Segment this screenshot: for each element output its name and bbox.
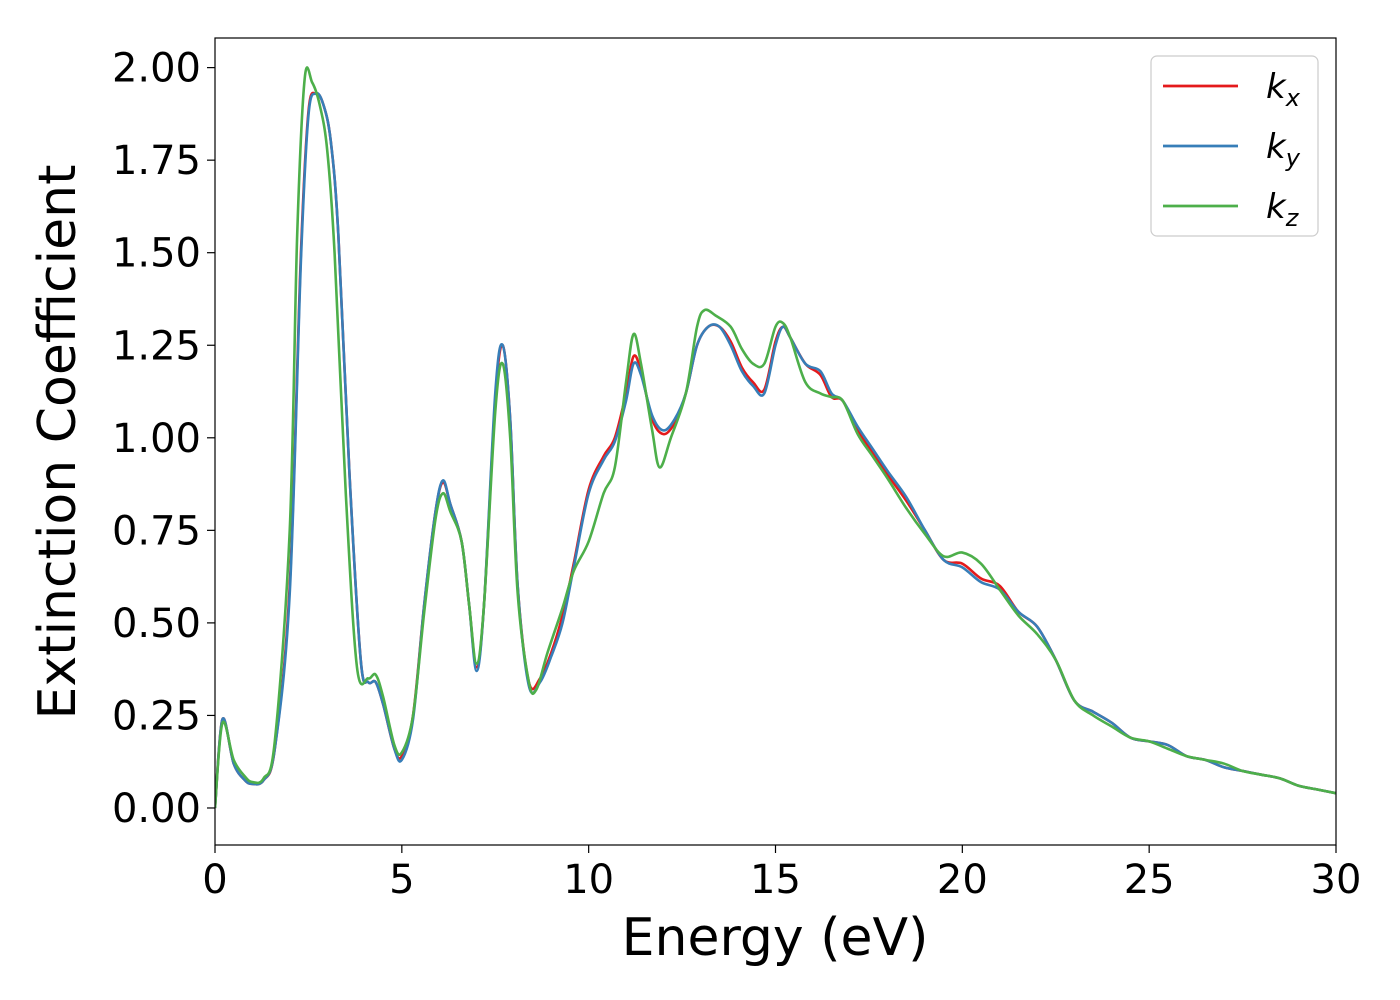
x-axis-title: Energy (eV) xyxy=(622,908,929,968)
y-tick-label: 0.75 xyxy=(112,508,201,554)
y-tick-label: 1.75 xyxy=(112,138,201,184)
y-tick-label: 2.00 xyxy=(112,46,201,92)
x-tick-label: 25 xyxy=(1124,857,1175,903)
y-axis-title: Extinction Coefficient xyxy=(28,165,88,720)
y-tick-label: 0.00 xyxy=(112,786,201,832)
y-tick-label: 0.25 xyxy=(112,693,201,739)
x-tick-label: 10 xyxy=(563,857,614,903)
y-tick-label: 1.50 xyxy=(112,231,201,277)
x-tick-label: 15 xyxy=(750,857,801,903)
y-tick-label: 1.25 xyxy=(112,323,201,369)
y-tick-label: 1.00 xyxy=(112,416,201,462)
series-line-ky xyxy=(215,91,1336,809)
x-tick-label: 20 xyxy=(937,857,988,903)
series-line-kz xyxy=(215,66,1336,809)
x-tick-label: 5 xyxy=(389,857,414,903)
x-tick-label: 0 xyxy=(202,857,227,903)
x-tick-label: 30 xyxy=(1311,857,1362,903)
y-tick-label: 0.50 xyxy=(112,601,201,647)
